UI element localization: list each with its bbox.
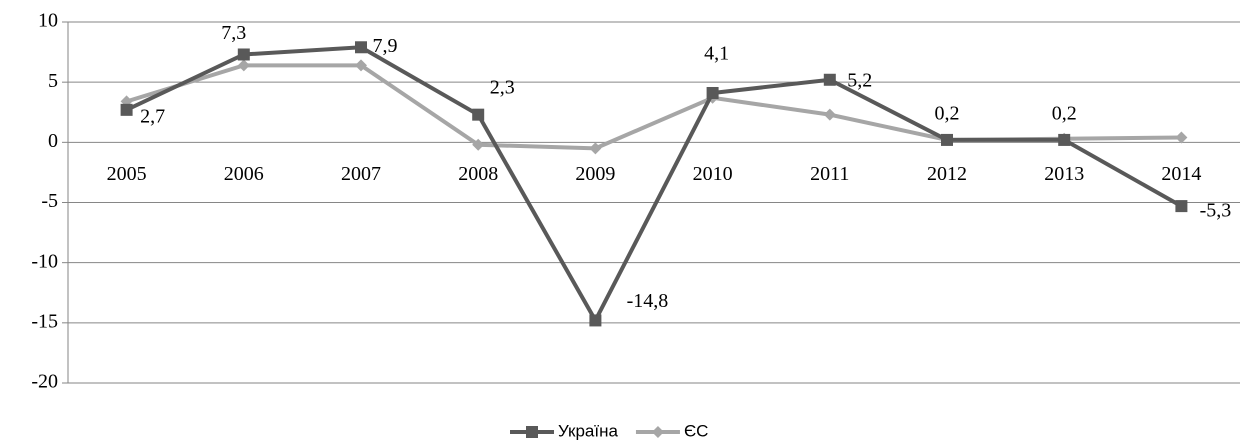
data-label: 4,1 — [704, 43, 729, 65]
y-tick-label: 5 — [48, 70, 58, 92]
marker — [823, 108, 836, 121]
marker — [589, 314, 602, 327]
x-tick-label: 2011 — [810, 163, 849, 185]
line — [125, 45, 1183, 325]
legend-label: Україна — [558, 421, 618, 440]
marker — [237, 48, 250, 61]
x-tick-label: 2008 — [458, 163, 498, 185]
x-tick-label: 2009 — [575, 163, 615, 185]
y-tick-label: -20 — [31, 371, 58, 393]
x-tick-label: 2012 — [927, 163, 967, 185]
x-tick-label: 2006 — [224, 163, 264, 185]
x-tick-label: 2005 — [107, 163, 147, 185]
x-tick-label: 2014 — [1161, 163, 1201, 185]
data-label: 7,3 — [221, 22, 246, 44]
marker — [237, 59, 250, 72]
y-tick-label: 0 — [48, 130, 58, 152]
data-label: -14,8 — [627, 290, 669, 312]
data-label: -5,3 — [1200, 200, 1232, 222]
marker — [355, 41, 367, 54]
marker — [472, 108, 485, 121]
line — [126, 63, 1182, 151]
marker — [472, 138, 485, 151]
legend-marker — [526, 426, 538, 438]
marker — [941, 133, 953, 146]
data-label: 0,2 — [935, 103, 960, 125]
marker — [1175, 131, 1188, 144]
x-tick-label: 2007 — [341, 163, 381, 185]
legend-marker — [651, 426, 664, 438]
data-label: 7,9 — [373, 35, 398, 57]
marker — [120, 103, 133, 116]
y-tick-label: -15 — [31, 310, 58, 332]
x-tick-label: 2010 — [693, 163, 733, 185]
y-tick-label: -10 — [31, 250, 58, 272]
data-label: 2,7 — [140, 105, 165, 127]
marker — [706, 86, 719, 99]
marker — [1058, 133, 1071, 146]
marker — [1175, 200, 1188, 213]
marker — [823, 73, 836, 86]
y-tick-label: 10 — [38, 10, 58, 32]
marker — [355, 59, 367, 72]
legend-label: ЄС — [684, 421, 709, 440]
data-label: 5,2 — [847, 69, 872, 91]
x-tick-label: 2013 — [1044, 163, 1084, 185]
data-label: 2,3 — [490, 76, 515, 98]
data-label: 0,2 — [1052, 103, 1077, 125]
y-tick-label: -5 — [41, 190, 58, 212]
marker — [589, 142, 602, 155]
